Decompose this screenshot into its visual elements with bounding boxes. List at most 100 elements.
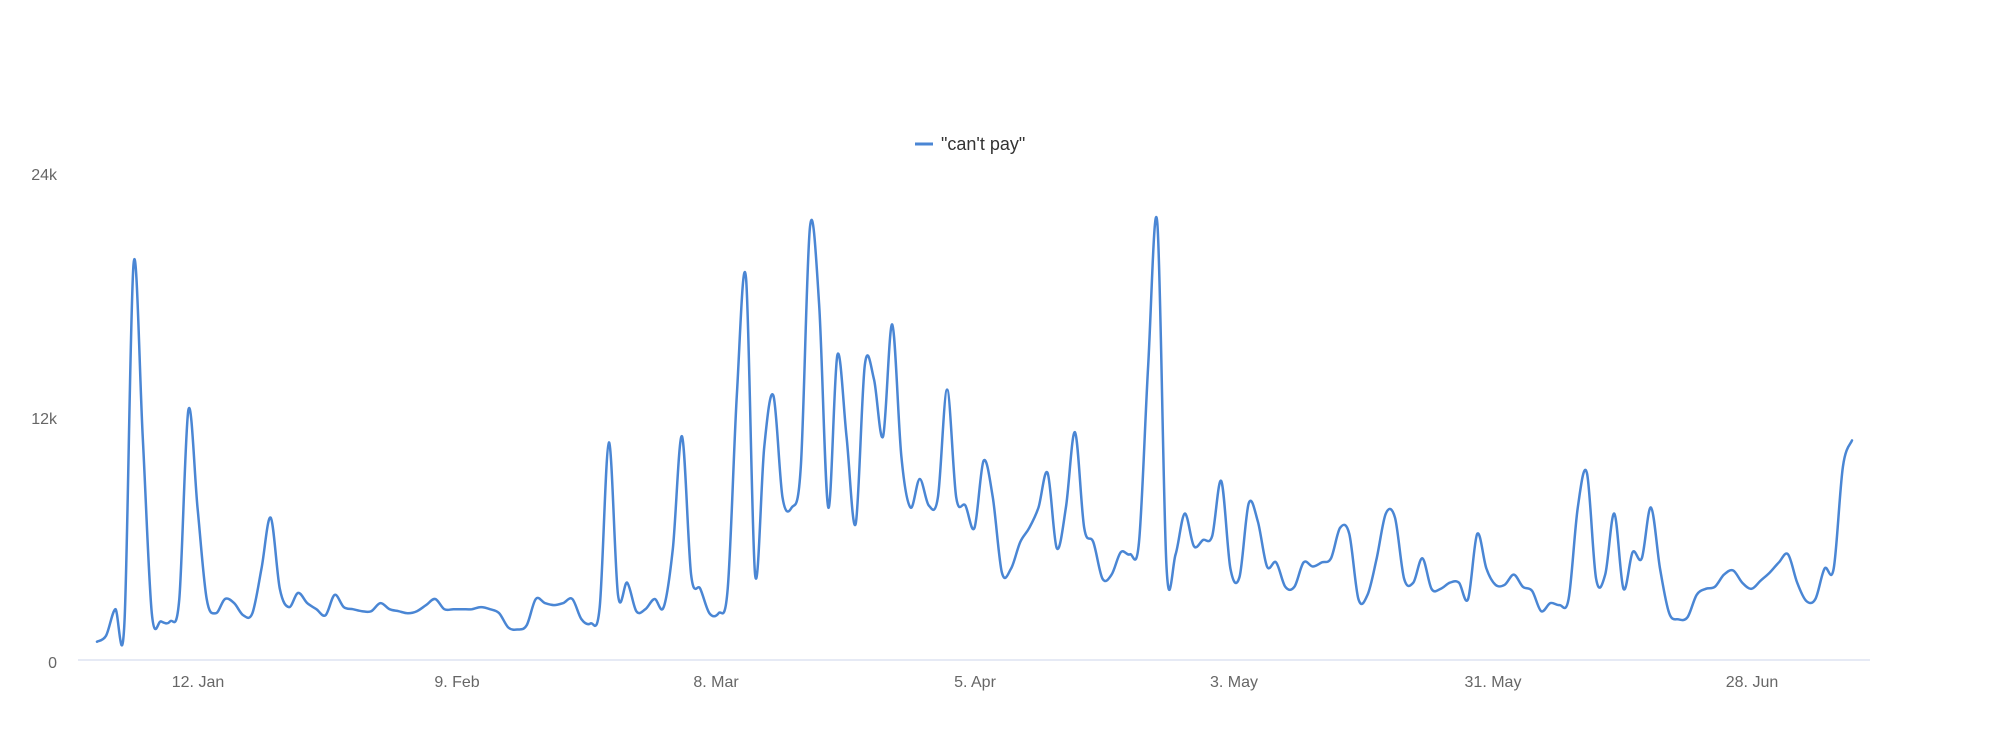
- data-point[interactable]: [341, 604, 347, 610]
- data-point[interactable]: [1337, 525, 1343, 531]
- data-point[interactable]: [1200, 537, 1206, 543]
- data-point[interactable]: [1008, 566, 1014, 572]
- series-line[interactable]: [95, 215, 1854, 647]
- data-point[interactable]: [286, 604, 292, 610]
- data-point[interactable]: [1227, 566, 1233, 572]
- data-point[interactable]: [1063, 505, 1069, 511]
- data-point[interactable]: [1502, 582, 1508, 588]
- data-point[interactable]: [633, 608, 639, 614]
- data-point[interactable]: [377, 600, 383, 606]
- data-point[interactable]: [1328, 555, 1334, 561]
- data-point[interactable]: [1776, 559, 1782, 565]
- data-point[interactable]: [195, 505, 201, 511]
- data-point[interactable]: [103, 633, 109, 639]
- data-point[interactable]: [661, 604, 667, 610]
- data-point[interactable]: [231, 600, 237, 606]
- data-point[interactable]: [441, 606, 447, 612]
- data-point[interactable]: [889, 322, 895, 328]
- data-point[interactable]: [752, 572, 758, 578]
- data-point[interactable]: [213, 610, 219, 616]
- data-point[interactable]: [1703, 586, 1709, 592]
- data-point[interactable]: [112, 606, 118, 612]
- data-point[interactable]: [1237, 574, 1243, 580]
- data-point[interactable]: [706, 610, 712, 616]
- data-point[interactable]: [1365, 592, 1371, 598]
- data-point[interactable]: [871, 376, 877, 382]
- data-point[interactable]: [880, 433, 886, 439]
- data-point[interactable]: [240, 612, 246, 618]
- data-point[interactable]: [423, 602, 429, 608]
- data-point[interactable]: [1511, 572, 1517, 578]
- data-point[interactable]: [1712, 584, 1718, 590]
- data-point[interactable]: [652, 596, 658, 602]
- data-point[interactable]: [990, 494, 996, 500]
- data-point[interactable]: [359, 608, 365, 614]
- data-point[interactable]: [789, 505, 795, 511]
- data-point[interactable]: [615, 592, 621, 598]
- data-point[interactable]: [1191, 543, 1197, 549]
- data-point[interactable]: [688, 572, 694, 578]
- data-point[interactable]: [1849, 437, 1855, 443]
- data-point[interactable]: [204, 596, 210, 602]
- data-point[interactable]: [277, 586, 283, 592]
- data-point[interactable]: [515, 627, 521, 633]
- data-point[interactable]: [1209, 533, 1215, 539]
- data-point[interactable]: [524, 622, 530, 628]
- data-point[interactable]: [1136, 539, 1142, 545]
- data-point[interactable]: [1822, 566, 1828, 572]
- data-point[interactable]: [624, 580, 630, 586]
- data-point[interactable]: [926, 503, 932, 509]
- data-point[interactable]: [1666, 610, 1672, 616]
- data-point[interactable]: [944, 387, 950, 393]
- data-point[interactable]: [1045, 470, 1051, 476]
- data-point[interactable]: [981, 458, 987, 464]
- data-point[interactable]: [1593, 576, 1599, 582]
- data-point[interactable]: [323, 612, 329, 618]
- data-point[interactable]: [844, 433, 850, 439]
- data-point[interactable]: [1529, 588, 1535, 594]
- data-point[interactable]: [761, 444, 767, 450]
- data-point[interactable]: [1429, 586, 1435, 592]
- data-point[interactable]: [94, 639, 100, 645]
- data-point[interactable]: [249, 610, 255, 616]
- data-point[interactable]: [679, 433, 685, 439]
- data-point[interactable]: [551, 602, 557, 608]
- data-point[interactable]: [414, 608, 420, 614]
- data-point[interactable]: [1749, 586, 1755, 592]
- data-point[interactable]: [1100, 576, 1106, 582]
- legend-series-label[interactable]: "can't pay": [941, 134, 1025, 154]
- data-point[interactable]: [1630, 549, 1636, 555]
- data-point[interactable]: [670, 545, 676, 551]
- data-point[interactable]: [1246, 500, 1252, 506]
- data-point[interactable]: [158, 618, 164, 624]
- data-point[interactable]: [1109, 572, 1115, 578]
- data-point[interactable]: [1611, 511, 1617, 517]
- data-point[interactable]: [469, 606, 475, 612]
- data-point[interactable]: [121, 620, 127, 626]
- data-point[interactable]: [222, 596, 228, 602]
- data-point[interactable]: [588, 620, 594, 626]
- data-point[interactable]: [451, 606, 457, 612]
- data-point[interactable]: [834, 352, 840, 358]
- data-point[interactable]: [569, 596, 575, 602]
- data-point[interactable]: [1739, 580, 1745, 586]
- data-point[interactable]: [780, 494, 786, 500]
- data-point[interactable]: [1264, 564, 1270, 570]
- data-point[interactable]: [935, 494, 941, 500]
- data-point[interactable]: [131, 261, 137, 267]
- data-point[interactable]: [1355, 596, 1361, 602]
- data-point[interactable]: [1685, 614, 1691, 620]
- data-point[interactable]: [962, 503, 968, 509]
- data-point[interactable]: [295, 590, 301, 596]
- data-point[interactable]: [1730, 568, 1736, 574]
- data-point[interactable]: [1785, 551, 1791, 557]
- data-point[interactable]: [1657, 566, 1663, 572]
- data-point[interactable]: [1145, 362, 1151, 368]
- data-point[interactable]: [460, 606, 466, 612]
- data-point[interactable]: [606, 439, 612, 445]
- data-point[interactable]: [167, 618, 173, 624]
- data-point[interactable]: [268, 515, 274, 521]
- data-point[interactable]: [1374, 555, 1380, 561]
- data-point[interactable]: [1812, 596, 1818, 602]
- data-point[interactable]: [1036, 505, 1042, 511]
